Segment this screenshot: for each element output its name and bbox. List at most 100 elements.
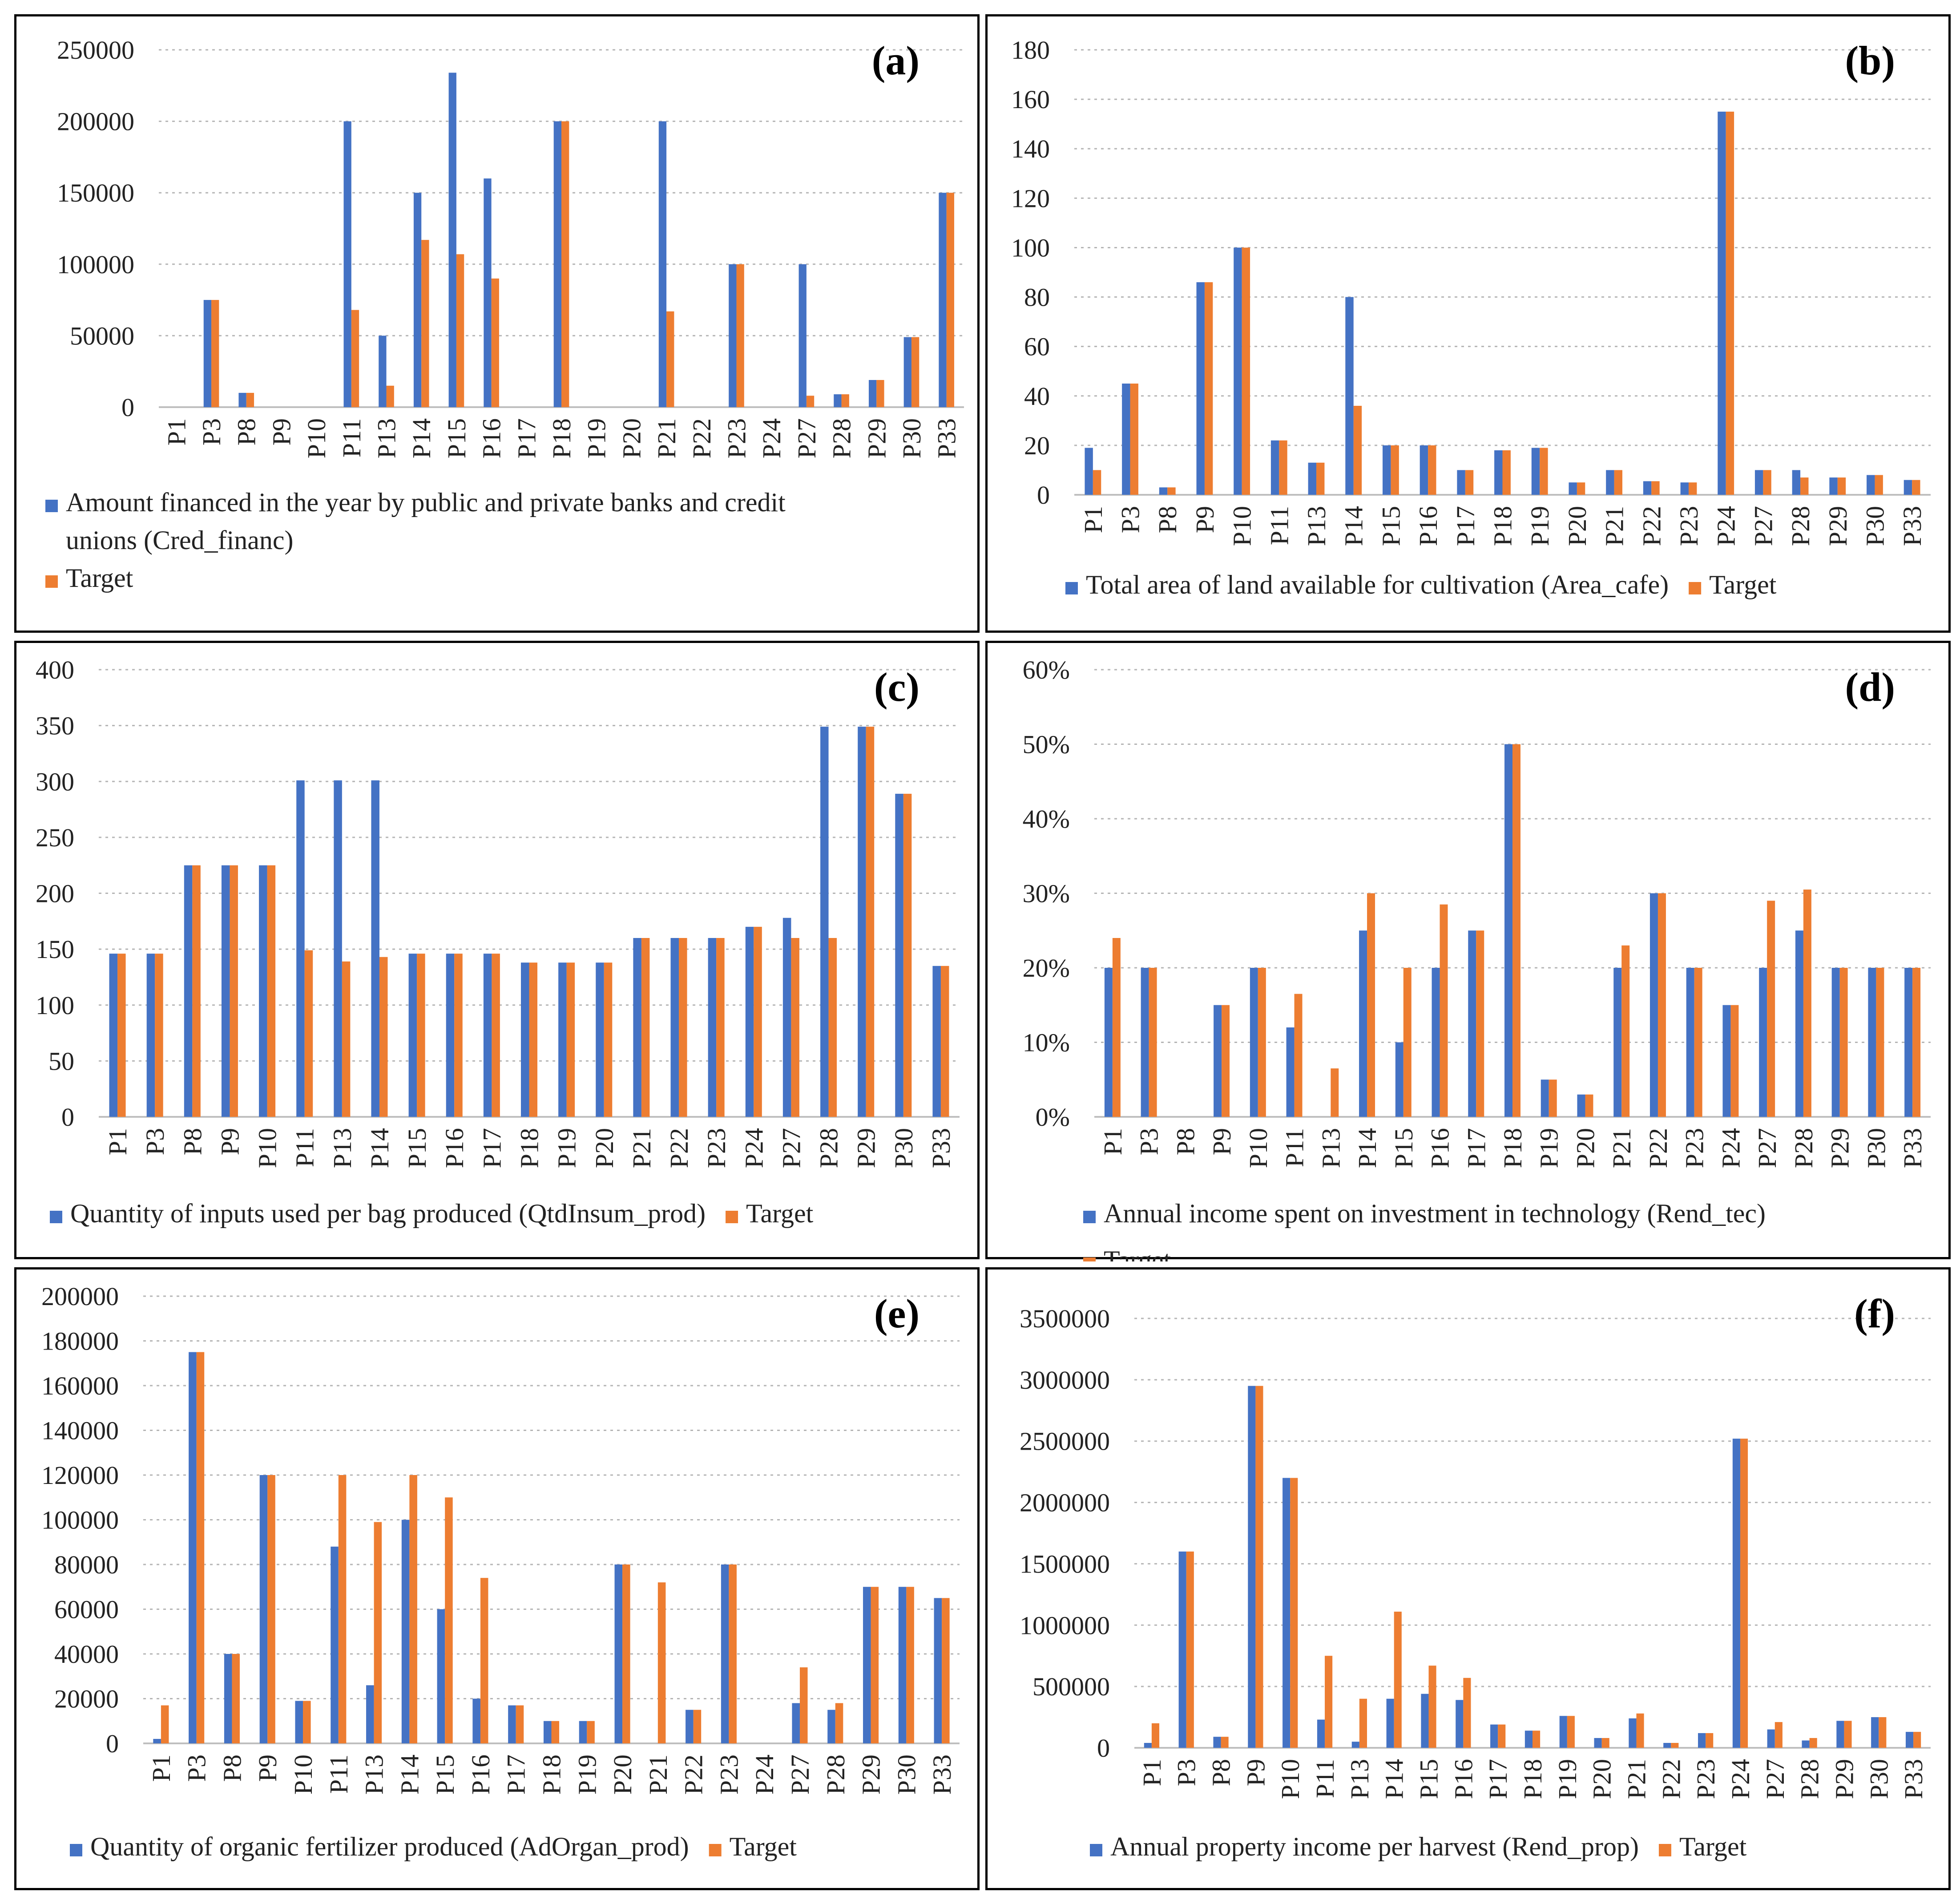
bar-series bbox=[903, 337, 911, 407]
bar-target bbox=[192, 865, 201, 1117]
bar-series bbox=[1178, 1551, 1186, 1748]
chart-svg: 0 20 40 60 80 100 120 140 160 180 P1 P3 P8 P9 P10 P11 P1… bbox=[1011, 36, 1931, 599]
bar-target bbox=[587, 1721, 595, 1743]
bar-target bbox=[1706, 1733, 1714, 1748]
bar-series bbox=[484, 178, 492, 408]
x-tick-label: P23 bbox=[1674, 506, 1703, 546]
panel-label: (b) bbox=[1845, 38, 1895, 83]
bar-series bbox=[1104, 968, 1113, 1117]
bar-series bbox=[827, 1710, 835, 1743]
legend-swatch-target bbox=[1658, 1844, 1671, 1856]
bar-target bbox=[379, 957, 388, 1117]
bar-series bbox=[1386, 1698, 1394, 1748]
bar-target bbox=[1636, 1713, 1644, 1748]
bar-series bbox=[1802, 1740, 1810, 1748]
bar-target bbox=[799, 1667, 808, 1743]
legend-swatch-series bbox=[1090, 1844, 1102, 1856]
x-tick-label: P21 bbox=[627, 1128, 656, 1168]
x-tick-label: P30 bbox=[1864, 1759, 1893, 1799]
x-tick-label: P13 bbox=[360, 1754, 389, 1795]
y-tick-label: 0 bbox=[121, 393, 134, 422]
y-tick-label: 150 bbox=[36, 935, 74, 964]
bar-target bbox=[1428, 1665, 1436, 1748]
bar-series bbox=[1541, 1079, 1549, 1117]
bar-target bbox=[1540, 448, 1548, 495]
bar-target bbox=[1585, 1094, 1593, 1117]
bar-target bbox=[161, 1705, 169, 1743]
bar-series bbox=[446, 954, 455, 1117]
bar-target bbox=[117, 954, 126, 1117]
bar-target bbox=[1391, 445, 1399, 495]
bar-series bbox=[1421, 1694, 1429, 1748]
x-tick-label: P30 bbox=[897, 418, 926, 458]
bar-target bbox=[1242, 247, 1250, 495]
bar-series bbox=[1613, 968, 1622, 1117]
bar-series bbox=[686, 1710, 694, 1743]
x-tick-label: P28 bbox=[815, 1128, 843, 1168]
legend-label: Amount financed in the year by public an… bbox=[66, 488, 786, 517]
x-tick-label: P10 bbox=[302, 418, 331, 458]
y-tick-label: 2500000 bbox=[1020, 1427, 1110, 1456]
bar-target bbox=[1876, 968, 1884, 1117]
bar-series bbox=[543, 1721, 552, 1743]
x-tick-label: P33 bbox=[928, 1754, 956, 1795]
legend-label: Target bbox=[1679, 1832, 1747, 1861]
bar-series bbox=[1383, 445, 1391, 495]
legend-label: Quantity of organic fertilizer produced … bbox=[90, 1832, 689, 1861]
x-tick-label: P17 bbox=[1484, 1759, 1512, 1799]
chart-panel-b: 0 20 40 60 80 100 120 140 160 180 P1 P3 P8 P9 P10 P11 P1… bbox=[985, 14, 1951, 633]
x-tick-label: P14 bbox=[395, 1754, 424, 1795]
bar-series bbox=[1643, 481, 1652, 495]
bar-series bbox=[1606, 470, 1614, 495]
bar-series bbox=[1868, 968, 1876, 1117]
bar-series bbox=[1577, 1094, 1585, 1117]
bar-target bbox=[561, 121, 569, 408]
y-tick-label: 1000000 bbox=[1020, 1611, 1110, 1640]
x-tick-label: P19 bbox=[553, 1128, 581, 1168]
bar-series bbox=[895, 793, 903, 1117]
x-tick-label: P8 bbox=[1153, 506, 1182, 533]
bar-target bbox=[622, 1564, 630, 1743]
x-tick-label: P11 bbox=[1280, 1128, 1309, 1167]
bar-series bbox=[939, 193, 947, 407]
bar-series bbox=[553, 121, 561, 408]
bar-target bbox=[1577, 482, 1585, 495]
bar-series bbox=[184, 865, 193, 1117]
x-tick-label: P20 bbox=[1588, 1759, 1617, 1799]
bar-target bbox=[386, 385, 394, 407]
bar-series bbox=[1767, 1729, 1775, 1748]
bar-series bbox=[1214, 1005, 1222, 1117]
bar-series bbox=[1831, 968, 1840, 1117]
legend-swatch-series bbox=[50, 1211, 62, 1223]
bar-target bbox=[1512, 744, 1520, 1117]
bar-target bbox=[1774, 1722, 1783, 1748]
bar-target bbox=[1367, 893, 1375, 1117]
bar-series bbox=[1531, 448, 1540, 495]
panel-label: (c) bbox=[874, 664, 920, 710]
y-tick-label: 100000 bbox=[41, 1506, 119, 1535]
bar-target bbox=[1186, 1551, 1194, 1748]
bar-series bbox=[1420, 445, 1428, 495]
bar-target bbox=[1767, 901, 1775, 1117]
bar-series bbox=[1629, 1718, 1637, 1748]
bar-series bbox=[1141, 968, 1149, 1117]
bar-target bbox=[351, 310, 359, 407]
x-tick-label: P18 bbox=[1518, 1759, 1547, 1799]
bar-series bbox=[448, 73, 456, 408]
bar-series bbox=[1490, 1724, 1498, 1748]
chart-svg: 0 20000 40000 60000 80000 100000 120000 140000 1… bbox=[41, 1282, 960, 1861]
x-tick-label: P20 bbox=[590, 1128, 619, 1168]
y-tick-label: 180000 bbox=[41, 1327, 119, 1356]
x-tick-label: P24 bbox=[750, 1754, 779, 1795]
x-tick-label: P14 bbox=[365, 1128, 394, 1168]
bar-target bbox=[303, 1701, 311, 1743]
x-tick-label: P29 bbox=[857, 1754, 886, 1795]
x-tick-label: P21 bbox=[1622, 1759, 1651, 1799]
chart-svg: 0% 10% 20% 30% 40% 50% 60% P1 P3 P8 P9 P10 P11 P13 P14… bbox=[1023, 655, 1931, 1261]
bar-target bbox=[155, 954, 163, 1117]
legend-swatch-target bbox=[1083, 1257, 1096, 1261]
panel-label: (d) bbox=[1845, 664, 1895, 710]
bar-series bbox=[146, 954, 155, 1117]
bar-series bbox=[1867, 475, 1875, 495]
bar-target bbox=[551, 1721, 560, 1743]
